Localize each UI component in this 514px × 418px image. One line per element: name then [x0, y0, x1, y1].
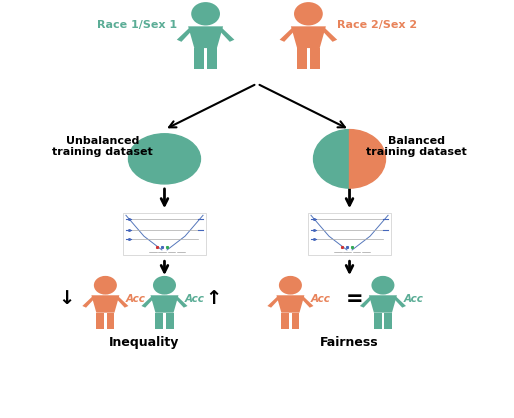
- Polygon shape: [155, 313, 163, 329]
- Polygon shape: [369, 295, 397, 313]
- Text: ↓: ↓: [59, 289, 75, 308]
- Text: Acc: Acc: [126, 294, 146, 304]
- Polygon shape: [302, 297, 314, 308]
- Ellipse shape: [128, 134, 200, 184]
- Polygon shape: [151, 295, 178, 313]
- Polygon shape: [176, 297, 188, 308]
- FancyBboxPatch shape: [123, 213, 206, 255]
- Text: Acc: Acc: [403, 294, 424, 304]
- Polygon shape: [82, 297, 94, 308]
- Polygon shape: [291, 26, 326, 48]
- Polygon shape: [280, 28, 294, 42]
- Polygon shape: [360, 297, 372, 308]
- Polygon shape: [281, 313, 289, 329]
- Polygon shape: [384, 313, 392, 329]
- Text: Unbalanced
training dataset: Unbalanced training dataset: [52, 135, 153, 157]
- Circle shape: [191, 2, 220, 25]
- Polygon shape: [323, 28, 337, 42]
- Polygon shape: [394, 297, 406, 308]
- Wedge shape: [314, 130, 350, 188]
- Text: =: =: [346, 289, 363, 309]
- Polygon shape: [188, 26, 223, 48]
- Circle shape: [372, 276, 394, 295]
- Polygon shape: [106, 313, 115, 329]
- Circle shape: [279, 276, 302, 295]
- Text: Race 1/Sex 1: Race 1/Sex 1: [97, 20, 177, 30]
- Text: Race 2/Sex 2: Race 2/Sex 2: [337, 20, 417, 30]
- Circle shape: [94, 276, 117, 295]
- Text: Acc: Acc: [185, 294, 205, 304]
- Text: Inequality: Inequality: [109, 336, 179, 349]
- Polygon shape: [291, 313, 300, 329]
- Wedge shape: [350, 130, 386, 188]
- Text: Fairness: Fairness: [320, 336, 379, 349]
- Polygon shape: [177, 28, 191, 42]
- Polygon shape: [297, 48, 307, 69]
- Circle shape: [153, 276, 176, 295]
- Polygon shape: [96, 313, 104, 329]
- Polygon shape: [310, 48, 320, 69]
- Polygon shape: [220, 28, 234, 42]
- Polygon shape: [91, 295, 119, 313]
- Polygon shape: [141, 297, 153, 308]
- Polygon shape: [277, 295, 304, 313]
- Text: Acc: Acc: [311, 294, 331, 304]
- Polygon shape: [117, 297, 128, 308]
- Circle shape: [294, 2, 323, 25]
- Polygon shape: [267, 297, 279, 308]
- Polygon shape: [374, 313, 382, 329]
- Text: ↑: ↑: [205, 289, 222, 308]
- Polygon shape: [166, 313, 174, 329]
- Text: Balanced
training dataset: Balanced training dataset: [366, 135, 467, 157]
- FancyBboxPatch shape: [308, 213, 391, 255]
- Polygon shape: [207, 48, 217, 69]
- Polygon shape: [194, 48, 204, 69]
